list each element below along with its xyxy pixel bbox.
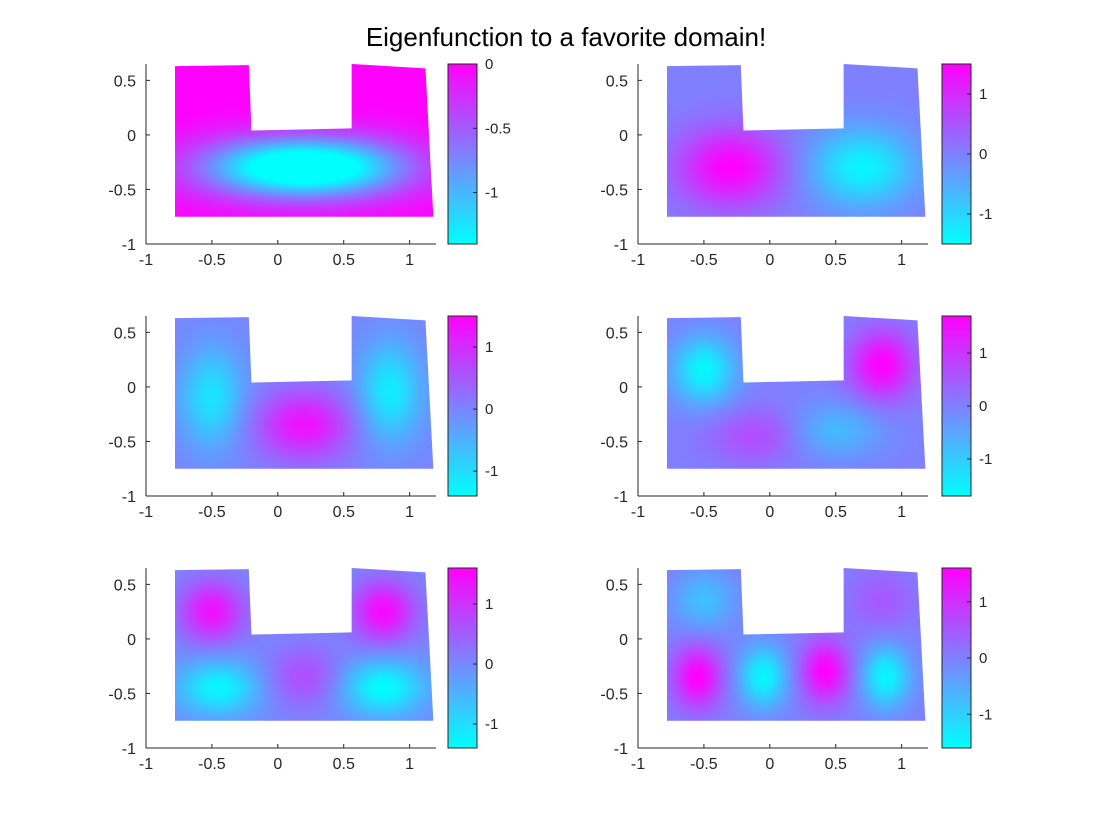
colorbar [447, 567, 478, 749]
colorbar-tick-label: 1 [979, 594, 987, 611]
y-tick-label: 0.5 [114, 73, 136, 90]
x-tick-label: -0.5 [198, 252, 226, 269]
colorbar-tick-label: -1 [485, 716, 498, 733]
subplot-2: -1 -0.5 0 0.5 1 0.5 0 -0.5 -1 1 0 -1 [600, 63, 992, 269]
x-tick-label: -1 [139, 756, 153, 773]
colorbar-tick-label: 0 [485, 656, 493, 673]
colorbar-tick-label: 1 [979, 86, 987, 103]
colorbar [941, 567, 972, 749]
x-tick-label: 1 [405, 252, 414, 269]
y-tick-label: -0.5 [108, 182, 136, 199]
x-tick-label: 0 [273, 252, 282, 269]
subplot-grid: -1 -0.5 0 0.5 10.50-0.5-10-0.5-1-1 -0.5 0 0.5 10… [108, 56, 992, 773]
x-tick-label: 0.5 [825, 252, 847, 269]
x-tick-label: -0.5 [690, 756, 718, 773]
y-tick-label: -0.5 [108, 686, 136, 703]
x-tick-label: 0.5 [825, 756, 847, 773]
subplot-4: -1 -0.5 0 0.5 1 0.5 0 -0.5 -1 1 0 -1 [600, 315, 992, 521]
colorbar-tick-label: 1 [485, 596, 493, 613]
y-tick-label: -1 [614, 489, 628, 506]
x-tick-label: -0.5 [690, 504, 718, 521]
colorbar-tick-label: -1 [485, 185, 498, 202]
x-tick-label: 0 [273, 756, 282, 773]
y-tick-label: -0.5 [600, 686, 628, 703]
y-tick-label: -1 [614, 741, 628, 758]
y-tick-label: -0.5 [108, 434, 136, 451]
y-tick-label: -1 [614, 237, 628, 254]
y-tick-label: 0 [619, 632, 628, 649]
y-tick-label: -0.5 [600, 434, 628, 451]
x-tick-label: 0 [765, 756, 774, 773]
colorbar-tick-label: 0 [979, 146, 987, 163]
x-tick-label: -0.5 [198, 756, 226, 773]
eigenfunction-surface [667, 316, 926, 469]
y-tick-label: -0.5 [600, 182, 628, 199]
x-tick-label: -1 [631, 756, 645, 773]
y-tick-label: -1 [122, 489, 136, 506]
eigenfunction-surface [175, 568, 434, 721]
x-tick-label: -0.5 [198, 504, 226, 521]
y-tick-label: 0.5 [606, 325, 628, 342]
y-tick-label: -1 [122, 237, 136, 254]
x-tick-label: 0 [765, 252, 774, 269]
colorbar-tick-label: 0 [979, 398, 987, 415]
x-tick-label: 1 [405, 756, 414, 773]
x-tick-label: 1 [897, 504, 906, 521]
subplot-1: -1 -0.5 0 0.5 1 0.5 0 -0.5 -1 0 -0.5 -1 [108, 56, 510, 269]
x-tick-label: 0.5 [825, 504, 847, 521]
colorbar-tick-label: -0.5 [485, 120, 511, 137]
y-tick-label: -1 [122, 741, 136, 758]
y-tick-label: 0.5 [606, 577, 628, 594]
colorbar [447, 315, 478, 497]
x-tick-label: -1 [631, 504, 645, 521]
eigenfunction-surface [175, 64, 434, 217]
y-tick-label: 0.5 [114, 577, 136, 594]
x-tick-label: 0.5 [333, 756, 355, 773]
eigenfunction-surface [175, 316, 434, 469]
colorbar [941, 315, 972, 497]
y-tick-label: 0 [127, 632, 136, 649]
x-tick-label: 1 [405, 504, 414, 521]
colorbar-tick-label: 0 [485, 401, 493, 418]
colorbar-tick-label: -1 [979, 206, 992, 223]
x-tick-label: 1 [897, 252, 906, 269]
y-tick-label: 0 [127, 380, 136, 397]
x-tick-label: -0.5 [690, 252, 718, 269]
x-tick-label: 0.5 [333, 504, 355, 521]
x-tick-label: 1 [897, 756, 906, 773]
colorbar [447, 63, 478, 245]
x-tick-label: 0 [765, 504, 774, 521]
y-tick-label: 0 [127, 128, 136, 145]
eigenfunction-surface [667, 568, 926, 721]
x-tick-label: 0 [273, 504, 282, 521]
colorbar-tick-label: -1 [979, 451, 992, 468]
colorbar-tick-label: -1 [485, 463, 498, 480]
figure-title: Eigenfunction to a favorite domain! [366, 22, 766, 52]
colorbar-tick-label: -1 [979, 706, 992, 723]
y-tick-label: 0 [619, 380, 628, 397]
x-tick-label: 0.5 [333, 252, 355, 269]
x-tick-label: -1 [631, 252, 645, 269]
subplot-6: -1 -0.5 0 0.5 1 0.5 0 -0.5 -1 1 0 -1 [600, 567, 992, 773]
y-tick-label: 0.5 [114, 325, 136, 342]
subplot-3: -1 -0.5 0 0.5 1 0.5 0 -0.5 -1 1 0 -1 [108, 315, 498, 521]
colorbar [941, 63, 972, 245]
colorbar-tick-label: 1 [979, 345, 987, 362]
x-tick-label: -1 [139, 504, 153, 521]
x-tick-label: -1 [139, 252, 153, 269]
colorbar-tick-label: 1 [485, 339, 493, 356]
eigenfunction-surface [667, 64, 926, 217]
subplot-5: -1 -0.5 0 0.5 1 0.5 0 -0.5 -1 1 0 -1 [108, 567, 498, 773]
colorbar-tick-label: 0 [979, 650, 987, 667]
colorbar-tick-label: 0 [485, 56, 493, 73]
y-tick-label: 0.5 [606, 73, 628, 90]
y-tick-label: 0 [619, 128, 628, 145]
